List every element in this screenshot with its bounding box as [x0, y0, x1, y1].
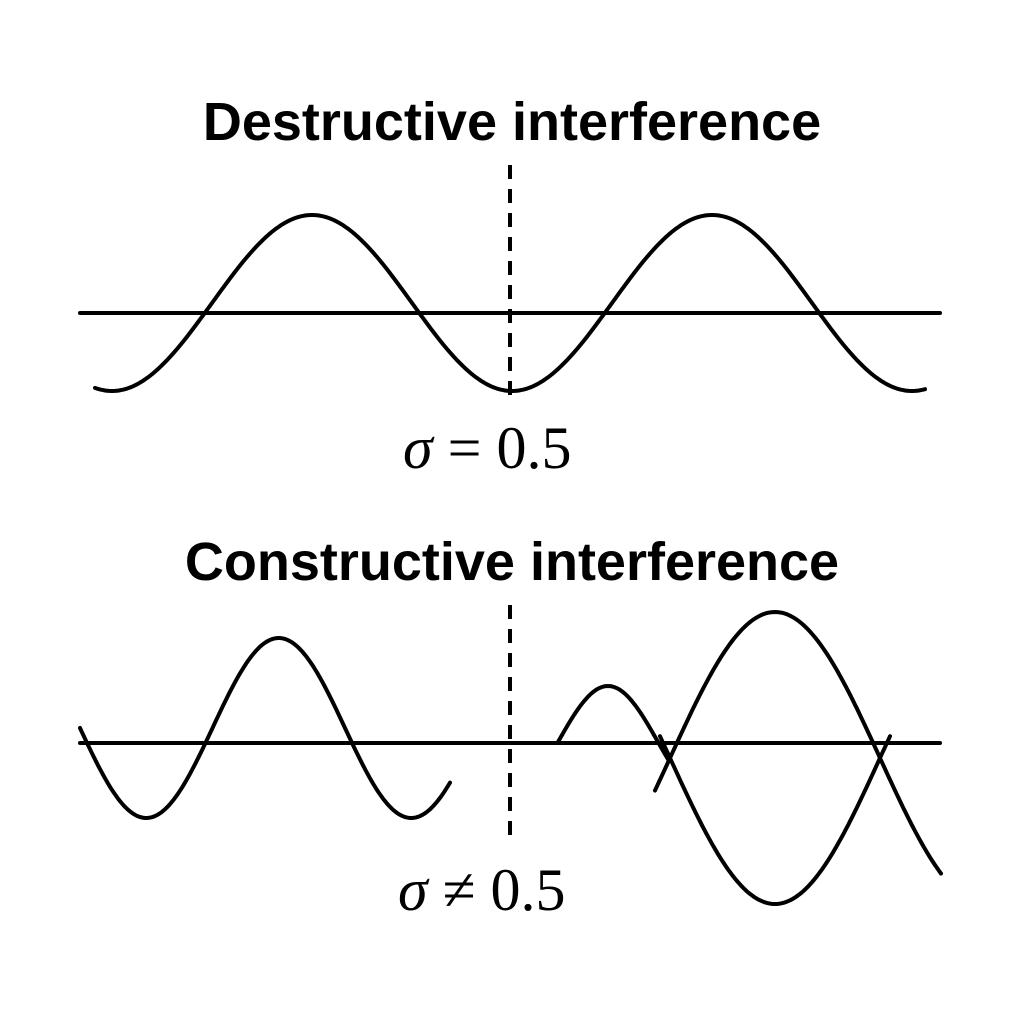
top-wave [93, 213, 927, 393]
sigma-symbol: σ [398, 857, 428, 923]
equals-operator: = [447, 415, 482, 481]
not-equals-operator: ≠ [442, 857, 476, 923]
constructive-equation: σ ≠ 0.5 [398, 860, 566, 920]
destructive-interference-title: Destructive interference [202, 92, 822, 152]
bottom-left-wave [78, 636, 452, 820]
equation-value: 0.5 [490, 857, 566, 923]
equation-value: 0.5 [496, 415, 572, 481]
sigma-symbol: σ [403, 415, 433, 481]
bottom-right-large-wave [653, 610, 943, 906]
constructive-interference-title: Constructive interference [184, 532, 840, 592]
destructive-equation: σ = 0.5 [403, 418, 571, 478]
bottom-right-small-wave [556, 684, 670, 762]
